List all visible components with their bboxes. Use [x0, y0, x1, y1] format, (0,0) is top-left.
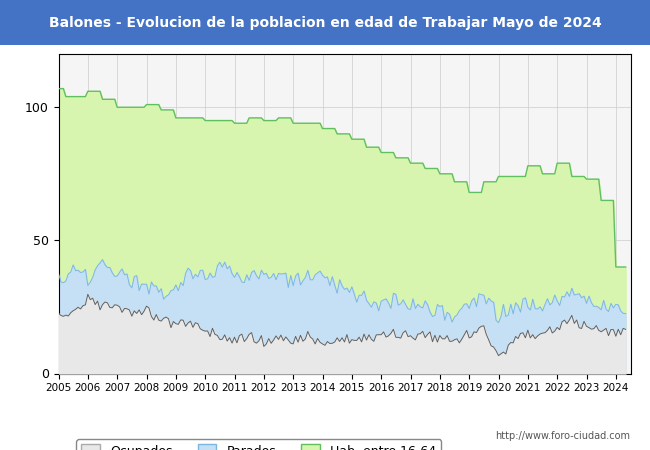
Text: http://www.foro-ciudad.com: http://www.foro-ciudad.com: [495, 431, 630, 441]
Legend: Ocupados, Parados, Hab. entre 16-64: Ocupados, Parados, Hab. entre 16-64: [77, 440, 441, 450]
Text: Balones - Evolucion de la poblacion en edad de Trabajar Mayo de 2024: Balones - Evolucion de la poblacion en e…: [49, 15, 601, 30]
